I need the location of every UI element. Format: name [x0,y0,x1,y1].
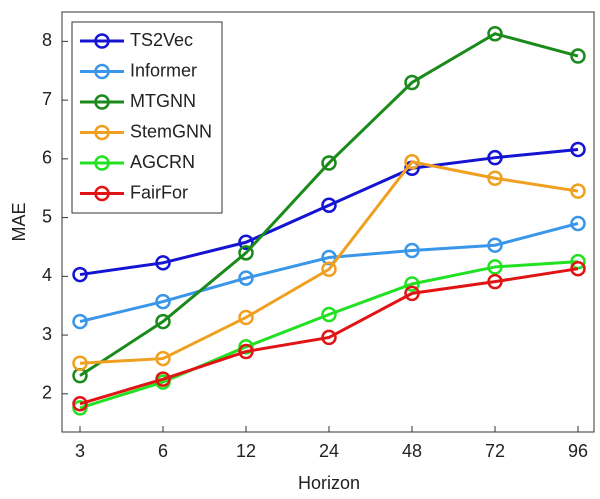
data-point [570,48,586,64]
data-point [72,313,88,330]
y-axis-label: MAE [9,202,29,241]
legend-label: TS2Vec [130,30,193,50]
data-point [321,197,337,214]
x-tick-label: 72 [485,441,505,461]
data-point [404,242,420,259]
legend-box [71,21,223,214]
data-point [321,155,337,171]
y-tick-label: 6 [42,148,52,168]
data-point [155,313,171,330]
legend-marker [94,33,110,49]
y-tick-label: 8 [42,30,52,50]
data-point [238,309,254,326]
data-point [72,355,88,372]
data-point [238,270,254,286]
x-tick-label: 12 [236,441,256,461]
data-point [404,74,420,91]
series-line [79,267,579,406]
series-line [79,32,579,377]
data-point [570,260,586,277]
legend-marker [94,155,110,171]
data-point [321,261,337,278]
x-tick-label: 24 [319,441,339,461]
data-point [487,237,503,253]
legend-marker [94,124,110,141]
x-axis-label: Horizon [298,473,360,493]
data-point [487,273,503,290]
legend-marker [94,94,110,110]
data-point [72,266,88,283]
data-point [155,350,171,367]
series-line [79,147,579,277]
x-tick-label: 6 [158,441,168,461]
legend-marker [94,185,110,202]
legend-label: StemGNN [130,121,212,141]
x-tick-label: 48 [402,441,422,461]
data-point [487,25,503,42]
legend-label: AGCRN [130,152,195,172]
y-tick-label: 3 [42,324,52,344]
data-point [155,293,171,310]
legend-label: FairFor [130,182,188,202]
data-point [487,170,503,186]
y-tick-label: 5 [42,206,52,226]
legend-label: MTGNN [130,91,196,111]
data-point [238,245,254,261]
data-point [155,255,171,271]
data-point [404,154,420,170]
x-tick-label: 96 [568,441,588,461]
data-point [404,285,420,302]
data-point [570,253,586,270]
x-tick-label: 3 [75,441,85,461]
series-line [79,222,579,324]
y-tick-label: 4 [42,265,52,285]
data-point [321,249,337,266]
plot-frame [61,11,595,433]
data-point [404,276,420,292]
legend-label: Informer [130,60,197,80]
data-point [487,149,503,166]
data-point [321,329,337,346]
y-tick-label: 2 [42,383,52,403]
data-point [487,259,503,275]
data-point [238,343,254,360]
y-tick-label: 7 [42,89,52,109]
data-point [570,183,586,199]
data-point [570,141,586,158]
legend-marker [94,63,110,80]
data-point [321,306,337,323]
series-line [79,260,579,410]
data-point [238,339,254,355]
data-point [238,234,254,251]
data-point [155,371,171,387]
data-point [570,215,586,232]
data-point [72,396,88,412]
series-line [79,160,579,365]
